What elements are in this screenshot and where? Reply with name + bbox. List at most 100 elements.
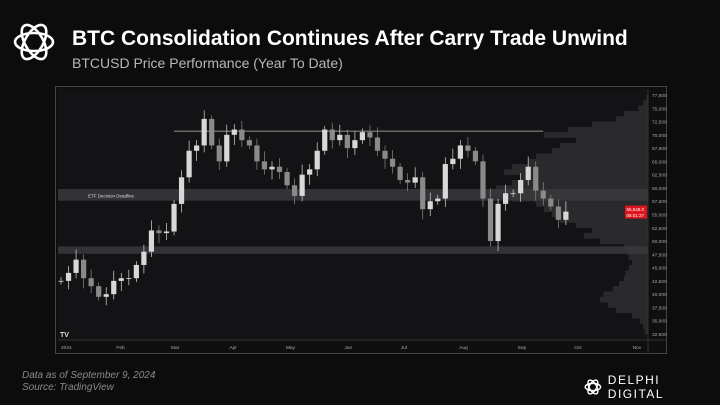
candle-body [374, 137, 381, 151]
candle-body [141, 251, 147, 265]
candle-body [555, 206, 561, 220]
x-tick-label: Mar [171, 345, 180, 351]
y-tick-label: 32,500.0 [652, 332, 667, 338]
candle-body [420, 177, 426, 210]
candle-body [465, 145, 471, 151]
candle-body [329, 129, 335, 141]
volume-profile-bar [643, 323, 648, 329]
volume-profile-bar [638, 105, 648, 112]
candle-body [299, 174, 305, 196]
candle-body [352, 140, 358, 149]
candle-body [276, 166, 283, 173]
volume-profile-bar [584, 233, 648, 239]
brand-name: DELPHI DIGITAL [607, 373, 665, 401]
price-band [58, 189, 648, 201]
volume-profile-bar [512, 164, 648, 170]
volume-profile-bar [624, 110, 648, 117]
volume-profile-bar [496, 185, 648, 191]
tradingview-watermark: TV [60, 332, 69, 339]
candle-body [412, 177, 418, 183]
candle-body [224, 134, 230, 162]
volume-profile-bar [643, 100, 648, 106]
price-band [58, 246, 648, 254]
y-tick-label: 65,000.0 [652, 159, 667, 165]
volume-profile-bar [544, 206, 648, 213]
candle-body [103, 294, 109, 297]
y-tick-label: 55,000.0 [652, 213, 667, 219]
volume-profile-bar [608, 302, 648, 308]
candle-body [314, 150, 320, 170]
y-tick-label: 72,500.0 [652, 120, 667, 126]
volume-profile-bar [528, 158, 648, 165]
candle-body [65, 272, 72, 281]
y-tick-label: 45,000.0 [652, 266, 667, 272]
volume-profile-bar [520, 174, 648, 181]
x-tick-label: May [286, 345, 296, 351]
candle-body [186, 150, 192, 178]
data-date-note: Data as of September 9, 2024 [22, 370, 156, 381]
volume-profile-bar [504, 169, 648, 175]
candle-body [156, 230, 162, 234]
page-subtitle: BTCUSD Price Performance (Year To Date) [72, 55, 343, 71]
y-tick-label: 60,000.0 [652, 186, 667, 192]
candle-body [367, 132, 373, 138]
volume-profile-bar [576, 137, 648, 144]
volume-profile-bar [592, 227, 648, 234]
x-tick-label: Sep [518, 345, 527, 351]
volume-profile-bar [576, 222, 648, 229]
x-tick-label: Oct [574, 345, 582, 351]
volume-profile-bar [640, 318, 648, 324]
volume-profile-bar [628, 254, 648, 260]
x-tick-label: Jul [401, 345, 407, 351]
volume-profile-bar [600, 238, 648, 245]
candle-body [126, 278, 132, 280]
candle-body [397, 166, 403, 180]
delphi-logo-icon [13, 23, 55, 61]
volume-profile-bar [646, 95, 648, 101]
volume-profile-bar [592, 121, 648, 128]
volume-profile-bar [512, 179, 648, 186]
volume-profile-bar [632, 259, 648, 266]
candle-body [239, 129, 245, 141]
volume-profile-bar [624, 275, 648, 282]
current-price-label: 55,548.0 [627, 207, 645, 212]
volume-profile-bar [625, 270, 648, 276]
y-tick-label: 40,000.0 [652, 292, 667, 298]
volume-profile-bar [644, 328, 648, 335]
candle-body [359, 132, 366, 141]
candle-body [246, 140, 252, 146]
candle-body [344, 134, 350, 149]
candle-body [178, 177, 185, 204]
candle-body [563, 211, 569, 220]
y-tick-label: 57,500.0 [652, 199, 667, 205]
x-tick-label: Nov [633, 345, 642, 351]
candle-body [254, 145, 260, 162]
candle-body [442, 164, 448, 199]
candle-body [405, 179, 411, 183]
candle-body [133, 264, 139, 279]
candle-body [457, 145, 463, 159]
y-tick-label: 75,000.0 [652, 106, 667, 112]
y-tick-label: 70,000.0 [652, 133, 667, 139]
volume-profile-bar [632, 312, 648, 319]
x-tick-label: Apr [229, 345, 237, 351]
volume-profile-bar [560, 142, 648, 149]
y-tick-label: 67,500.0 [652, 146, 667, 152]
countdown-label: 08:01:37 [627, 213, 645, 218]
y-tick-label: 77,500.0 [652, 93, 667, 99]
candle-body [495, 203, 501, 242]
volume-profile-bar [616, 116, 648, 122]
volume-profile-bar [536, 201, 648, 207]
candle-body [472, 150, 479, 162]
candle-body [480, 161, 486, 199]
candle-body [261, 161, 268, 170]
candle-body [548, 198, 554, 207]
candle-body [111, 280, 117, 295]
btc-price-chart: ETF Decision Deadline 77,500.0 75,000.0 72,… [55, 86, 667, 354]
candle-body [88, 278, 94, 287]
band-label: ETF Decision Deadline [88, 194, 135, 199]
candle-body [487, 198, 494, 242]
candle-body [540, 190, 546, 199]
candle-body [194, 145, 200, 151]
volume-profile-bar [560, 217, 648, 223]
